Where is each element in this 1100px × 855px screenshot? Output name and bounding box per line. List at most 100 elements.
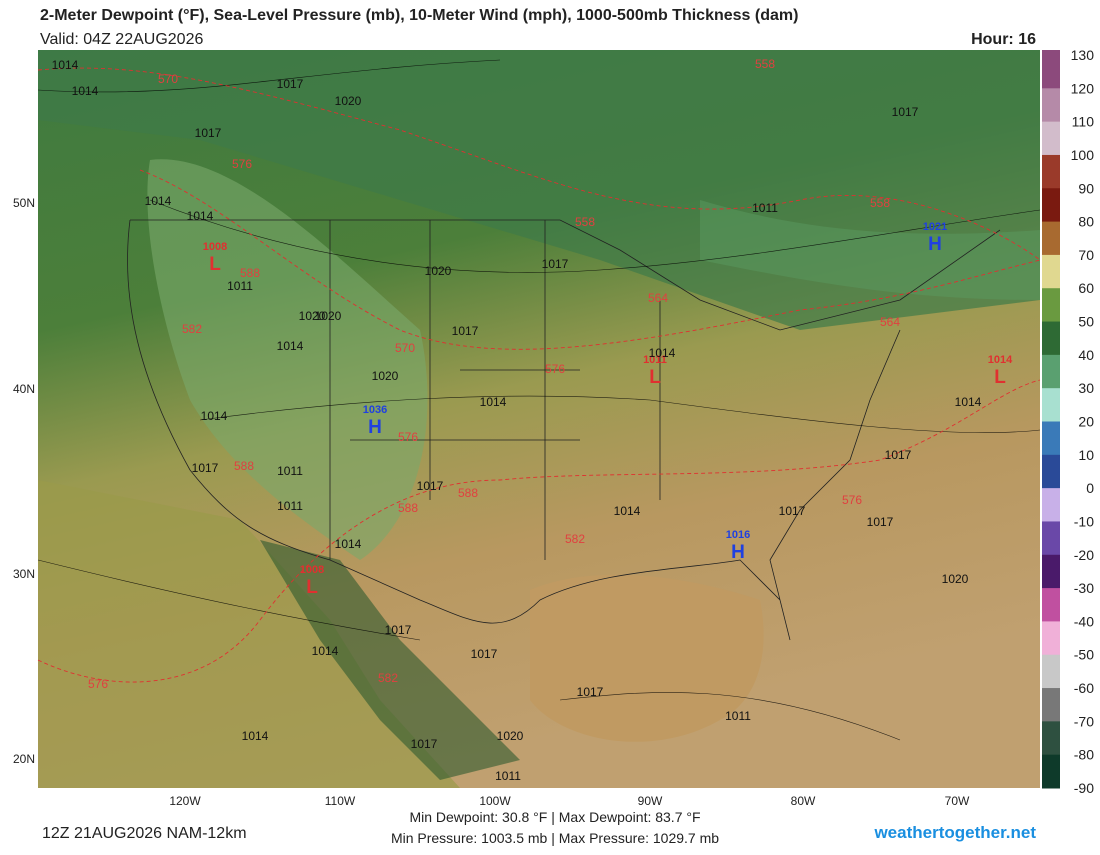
isobar-label: 1014 bbox=[614, 504, 641, 518]
colorbar-segment bbox=[1042, 321, 1060, 356]
low-value: 1014 bbox=[988, 354, 1013, 366]
isobar-label: 1017 bbox=[452, 324, 479, 338]
colorbar-segment bbox=[1042, 421, 1060, 456]
thickness-label: 588 bbox=[398, 501, 418, 515]
colorbar-tick-label: 60 bbox=[1078, 280, 1094, 296]
pressure-stats: Min Pressure: 1003.5 mb | Max Pressure: … bbox=[391, 830, 719, 846]
thickness-label: 570 bbox=[395, 341, 415, 355]
isobar-label: 1020 bbox=[335, 94, 362, 108]
colorbar-tick-label: 90 bbox=[1078, 180, 1094, 196]
colorbar-tick-label: 10 bbox=[1078, 447, 1094, 463]
colorbar-segment bbox=[1042, 388, 1060, 422]
colorbar-segment bbox=[1042, 55, 1060, 89]
colorbar: 1301201101009080706050403020100-10-20-30… bbox=[1042, 47, 1094, 796]
isobar-label: 1011 bbox=[495, 769, 521, 783]
isobar-label: 1011 bbox=[227, 279, 253, 293]
colorbar-tick-label: 40 bbox=[1078, 347, 1094, 363]
colorbar-segment bbox=[1042, 354, 1060, 389]
colorbar-tick-label: 30 bbox=[1078, 380, 1094, 396]
isobar-label: 1017 bbox=[411, 737, 438, 751]
thickness-label: 588 bbox=[234, 459, 254, 473]
colorbar-segment bbox=[1042, 454, 1060, 489]
forecast-hour: Hour: 16 bbox=[971, 31, 1036, 48]
colorbar-segment bbox=[1042, 688, 1060, 722]
high-value: 1021 bbox=[923, 221, 947, 233]
colorbar-tick-label: -30 bbox=[1074, 580, 1094, 596]
isobar-label: 1017 bbox=[577, 685, 604, 699]
colorbar-tick-label: 80 bbox=[1078, 214, 1094, 230]
thickness-lines bbox=[37, 67, 1041, 683]
isobar-label: 1011 bbox=[277, 499, 303, 513]
title: 2-Meter Dewpoint (°F), Sea-Level Pressur… bbox=[40, 7, 798, 24]
low-value: 1008 bbox=[203, 241, 227, 253]
isobar-label: 1020 bbox=[299, 309, 326, 323]
colorbar-segment bbox=[1042, 188, 1060, 223]
low-letter: L bbox=[209, 254, 221, 275]
latitude-label: 30N bbox=[13, 567, 35, 581]
isobar-label: 1020 bbox=[372, 369, 399, 383]
colorbar-tick-label: 0 bbox=[1086, 480, 1094, 496]
isobar-label: 1017 bbox=[195, 126, 222, 140]
colorbar-segment bbox=[1042, 721, 1060, 756]
isobar-label: 1017 bbox=[892, 105, 919, 119]
site-name: weathertogether.net bbox=[873, 823, 1036, 842]
colorbar-segment bbox=[1042, 154, 1060, 189]
high-letter: H bbox=[928, 234, 942, 255]
isobar-label: 1014 bbox=[649, 346, 676, 360]
isobar-label: 1017 bbox=[471, 647, 498, 661]
dewpoint-stats: Min Dewpoint: 30.8 °F | Max Dewpoint: 83… bbox=[409, 809, 700, 825]
gulf bbox=[530, 574, 764, 742]
colorbar-tick-label: -40 bbox=[1074, 613, 1094, 629]
colorbar-tick-label: -20 bbox=[1074, 547, 1094, 563]
latitude-label: 40N bbox=[13, 382, 35, 396]
isobar-label: 1017 bbox=[417, 479, 444, 493]
colorbar-tick-label: -70 bbox=[1074, 713, 1094, 729]
colorbar-tick-label: -80 bbox=[1074, 747, 1094, 763]
mexico-highlands bbox=[260, 540, 520, 780]
longitude-label: 80W bbox=[791, 794, 816, 808]
isobar-label: 1017 bbox=[867, 515, 894, 529]
pacific bbox=[38, 480, 460, 788]
isobar-label: 1014 bbox=[312, 644, 339, 658]
thickness-label: 576 bbox=[545, 362, 565, 376]
latitude-label: 20N bbox=[13, 752, 35, 766]
isobar-label: 1014 bbox=[72, 84, 99, 98]
isobar-label: 1014 bbox=[52, 58, 79, 72]
longitude-label: 70W bbox=[945, 794, 970, 808]
colorbar-top bbox=[1042, 50, 1060, 55]
map bbox=[37, 50, 1041, 788]
colorbar-tick-label: 100 bbox=[1071, 147, 1095, 163]
thickness-label: 576 bbox=[842, 493, 862, 507]
low-letter: L bbox=[306, 577, 318, 598]
colorbar-segment bbox=[1042, 88, 1060, 123]
isobar-label: 1011 bbox=[752, 201, 778, 215]
high-letter: H bbox=[731, 542, 745, 563]
colorbar-tick-label: -60 bbox=[1074, 680, 1094, 696]
isobar-label: 1017 bbox=[779, 504, 806, 518]
latitude-label: 50N bbox=[13, 196, 35, 210]
high-letter: H bbox=[368, 417, 382, 438]
valid-time: Valid: 04Z 22AUG2026 bbox=[40, 31, 203, 48]
thickness-label: 558 bbox=[755, 57, 775, 71]
isobar-label: 1014 bbox=[955, 395, 982, 409]
isobar-label: 1014 bbox=[242, 729, 269, 743]
isobar-label: 1020 bbox=[425, 264, 452, 278]
east-canada bbox=[700, 200, 1040, 300]
isobar-label: 1020 bbox=[497, 729, 524, 743]
colorbar-tick-label: -90 bbox=[1074, 780, 1094, 796]
isobar-label: 1017 bbox=[277, 77, 304, 91]
isobar-label: 1014 bbox=[201, 409, 228, 423]
colorbar-tick-label: 120 bbox=[1071, 80, 1095, 96]
colorbar-tick-label: -50 bbox=[1074, 647, 1094, 663]
isobar-label: 1017 bbox=[542, 257, 569, 271]
colorbar-tick-label: -10 bbox=[1074, 513, 1094, 529]
isobar-label: 1017 bbox=[192, 461, 219, 475]
high-value: 1016 bbox=[726, 529, 750, 541]
thickness-label: 582 bbox=[182, 322, 202, 336]
longitude-label: 100W bbox=[479, 794, 511, 808]
boundaries bbox=[127, 219, 1001, 641]
isobar-label: 1017 bbox=[385, 623, 412, 637]
isobar-label: 1014 bbox=[480, 395, 507, 409]
